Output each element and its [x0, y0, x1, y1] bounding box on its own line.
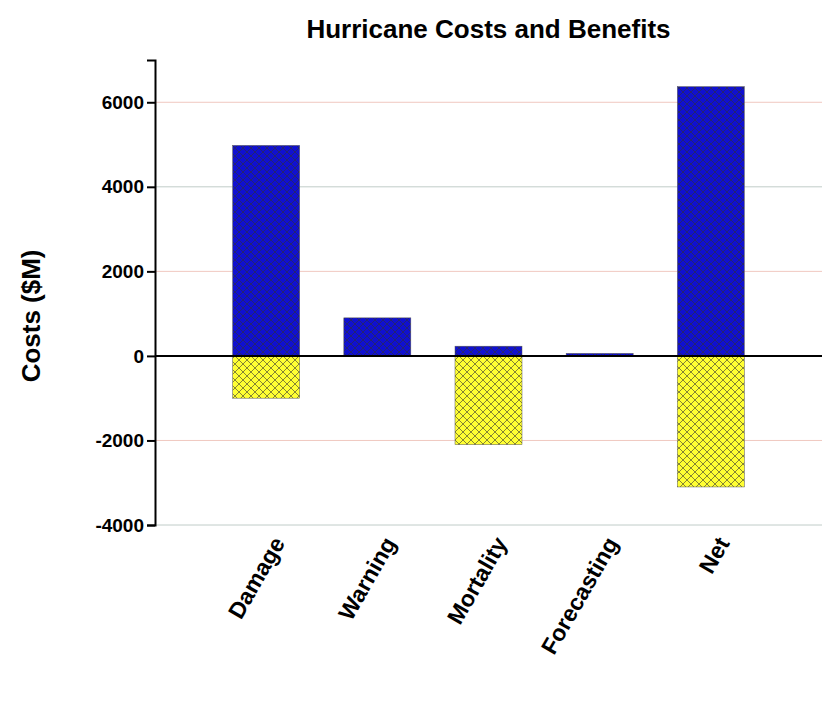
tick: 0	[133, 345, 155, 366]
zero-line	[155, 355, 822, 357]
grid-line	[155, 355, 822, 356]
title: Hurricane Costs and Benefits	[306, 14, 670, 44]
tick-mark	[147, 525, 155, 527]
tick-label: 0	[133, 345, 144, 366]
y-axis-line	[147, 61, 156, 526]
bar	[233, 356, 300, 398]
tick: Net	[694, 525, 735, 578]
tick-label: 2000	[102, 261, 144, 282]
tick-mark	[147, 355, 155, 357]
tick: -4000	[95, 515, 155, 536]
category-label: Mortality	[442, 532, 513, 628]
y-axis-title: Costs ($M)	[16, 249, 46, 382]
tick-label: -2000	[95, 430, 144, 451]
grid-line	[155, 525, 822, 526]
bar	[344, 318, 411, 356]
tick: 6000	[102, 92, 155, 113]
tick: 4000	[102, 176, 155, 197]
category-label: Damage	[223, 533, 290, 623]
plot: -4000 -2000 0 2000 4000 6000 Damage Warning Mort…	[95, 61, 822, 659]
x-axis: Damage Warning Mortality Forecasting Net	[223, 525, 735, 658]
tick: 2000	[102, 261, 155, 282]
tick: Forecasting	[536, 525, 624, 658]
tick-label: -4000	[95, 515, 144, 536]
bars	[233, 87, 745, 487]
bar	[677, 356, 744, 487]
tick-label: 6000	[102, 92, 144, 113]
bar	[677, 87, 744, 356]
tick: Mortality	[442, 525, 513, 629]
tick: -2000	[95, 430, 155, 451]
y-axis: -4000 -2000 0 2000 4000 6000	[95, 61, 155, 536]
bar	[455, 346, 522, 356]
bar	[455, 356, 522, 445]
tick-mark	[147, 440, 155, 442]
tick-mark	[147, 271, 155, 273]
tick-mark	[147, 186, 155, 188]
tick: Damage	[223, 525, 290, 623]
category-label: Forecasting	[536, 533, 624, 659]
category-label: Warning	[333, 533, 401, 625]
tick-label: 4000	[102, 176, 144, 197]
chart: -4000 -2000 0 2000 4000 6000 Damage Warning Mort…	[0, 0, 834, 722]
bar	[233, 145, 300, 356]
tick: Warning	[333, 525, 401, 624]
category-label: Net	[694, 532, 735, 577]
tick-mark	[147, 102, 155, 104]
